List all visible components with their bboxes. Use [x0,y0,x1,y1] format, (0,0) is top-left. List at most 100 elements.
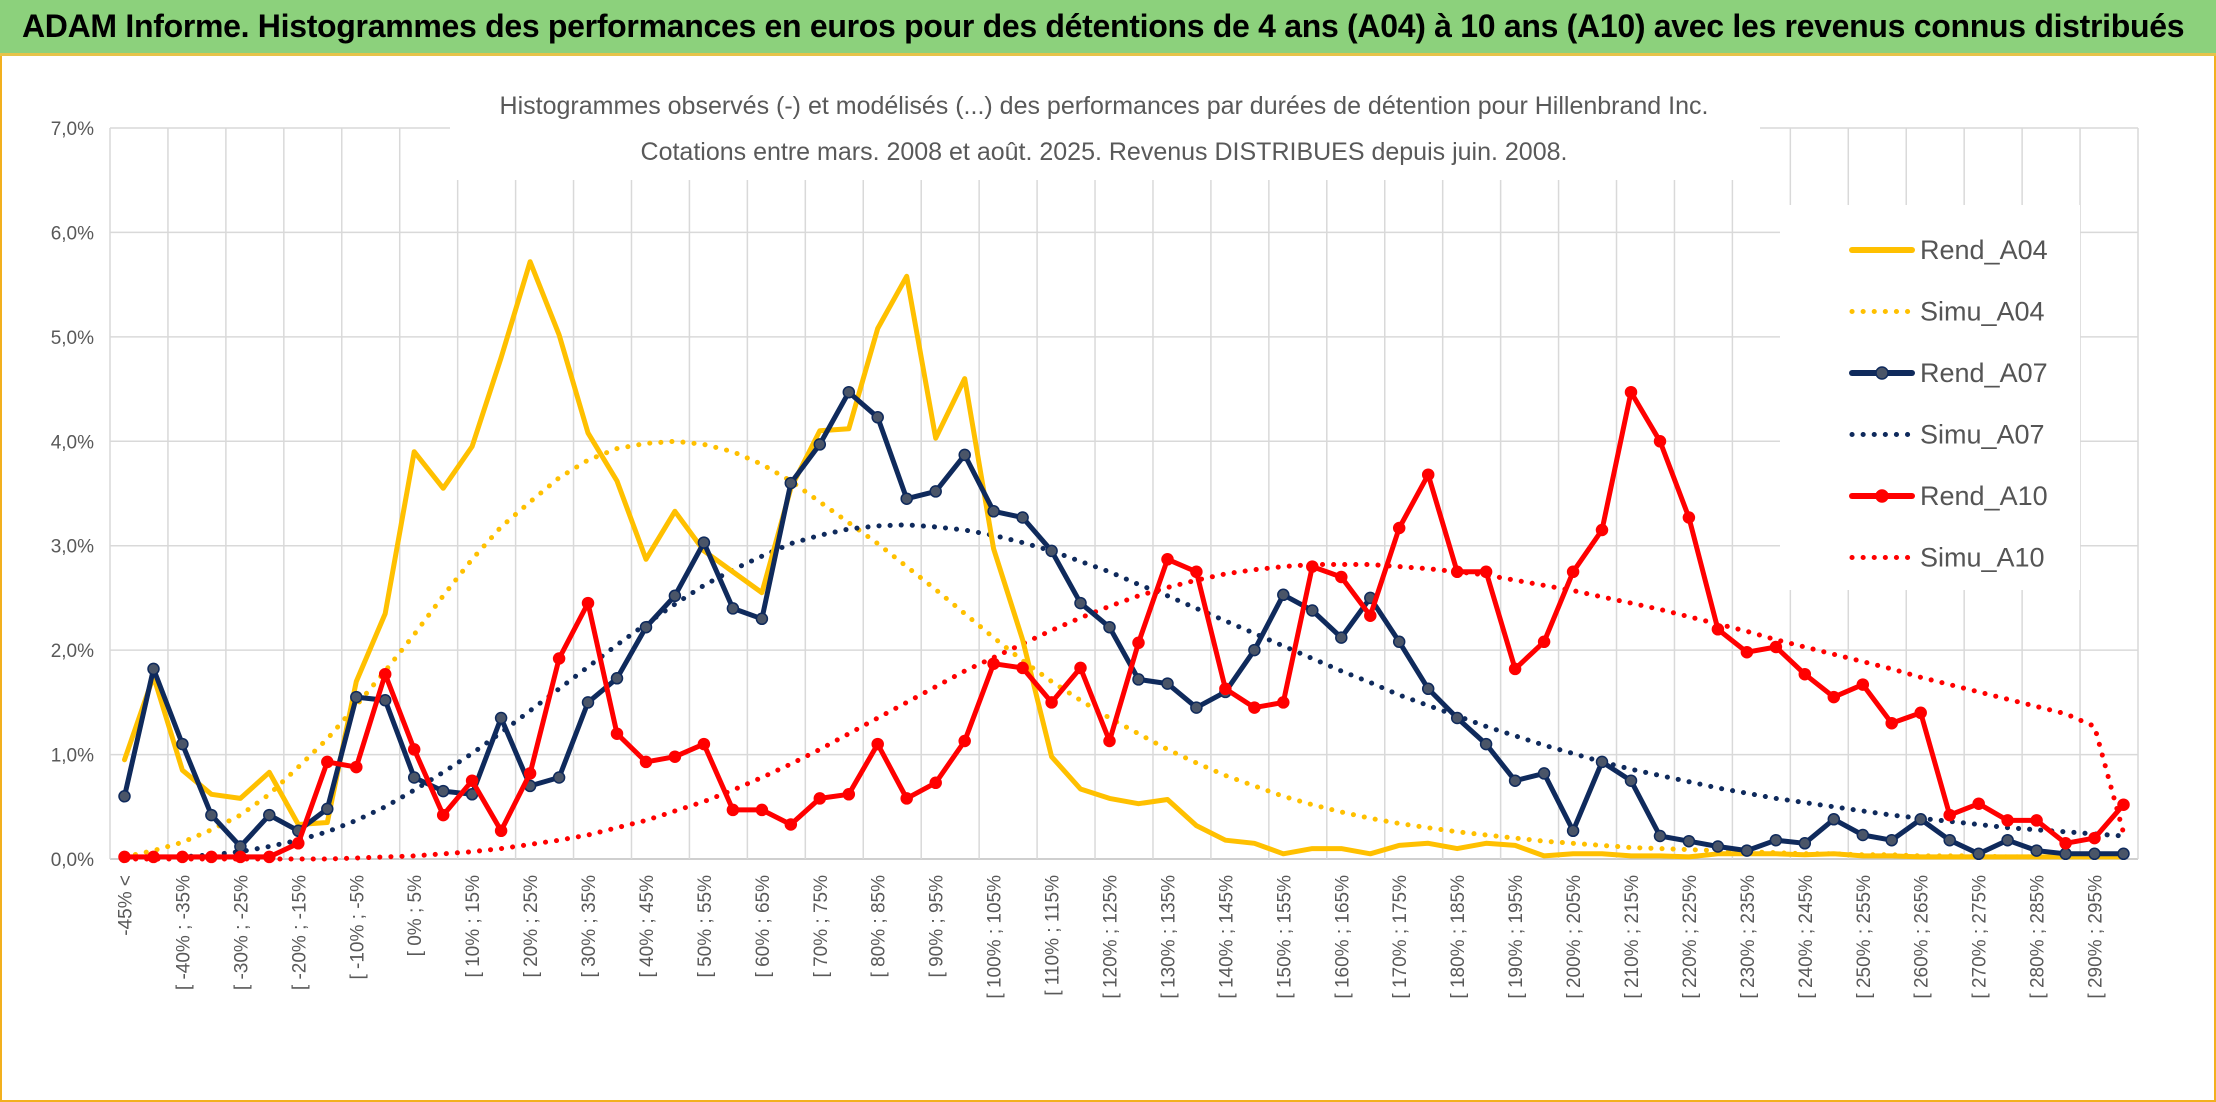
data-point [176,737,189,751]
x-tick-label: [ 240% ; 245% [1796,875,1817,999]
data-point [552,652,566,665]
x-tick-label: [ 200% ; 205% [1564,875,1585,999]
data-point [958,734,971,748]
data-point [465,774,479,787]
y-tick-label: 3,0% [51,537,94,558]
data-point [2059,837,2072,850]
legend-item: Rend_A10 [1849,481,2048,511]
data-point [784,476,798,490]
data-point [871,411,884,424]
data-point [552,771,566,784]
data-point [784,818,798,831]
data-point [2001,814,2014,827]
data-point [1045,544,1058,558]
data-point [1016,511,1029,524]
x-tick-label: [ -30% ; -25% [231,875,252,990]
x-tick-label: [ 230% ; 235% [1738,875,1759,999]
data-point [436,784,450,798]
legend-label: Simu_A10 [1920,543,2045,573]
legend-item: Rend_A07 [1849,358,2048,388]
data-point [321,802,334,816]
data-point [1219,682,1232,696]
legend-item: Simu_A07 [1849,420,2045,450]
data-point [1740,645,1754,659]
x-tick-label: [ 50% ; 55% [695,875,716,978]
data-point [1479,565,1493,579]
legend-label: Rend_A04 [1920,235,2048,265]
data-point [1074,661,1087,675]
data-point [1624,385,1638,399]
x-tick-label: [ 100% ; 105% [985,875,1006,999]
data-point [726,803,740,817]
x-tick-label: [ -20% ; -15% [289,875,310,990]
x-tick-label: [ 180% ; 185% [1448,875,1469,999]
series-simu-a10 [122,562,2126,862]
data-point [1450,711,1464,725]
x-tick-label: [ 150% ; 155% [1274,875,1295,999]
data-point [234,850,247,864]
data-point [407,743,421,756]
x-tick-label: [ 0% ; 5% [405,875,426,956]
data-point [1306,560,1319,573]
data-point [1248,701,1261,714]
data-point [1740,844,1754,857]
x-tick-label: [ 90% ; 95% [927,875,948,978]
data-point [378,667,392,681]
data-point [987,657,1000,670]
legend-marker [1875,366,1889,380]
data-point [1103,734,1116,748]
x-tick-label: [ -10% ; -5% [347,875,368,980]
data-point [668,750,682,763]
legend: Rend_A04 Simu_A04 Rend_A07 Simu_A07 Rend_A10… [1849,235,2048,573]
data-point [668,589,682,603]
title-backdrop [450,84,1760,180]
data-point [697,536,711,549]
series-line [122,389,2126,857]
data-point [1624,774,1638,787]
data-point [1972,847,1985,861]
data-point [1364,609,1377,622]
data-point [929,485,942,498]
legend-label: Rend_A10 [1920,481,2048,511]
data-point [1566,824,1580,838]
data-point [1421,468,1435,481]
legend-item: Rend_A04 [1849,235,2048,265]
data-point [234,840,247,853]
x-tick-label: [ 280% ; 285% [2028,875,2049,999]
series-line [122,522,2126,862]
data-point [2088,847,2101,861]
data-point [205,850,218,864]
y-tick-label: 1,0% [51,746,94,767]
series-line [122,259,2126,860]
data-point [2030,844,2043,857]
data-point [1653,435,1667,448]
data-point [755,803,769,817]
data-point [987,505,1000,518]
data-point [494,824,508,838]
legend-item: Simu_A10 [1849,543,2045,573]
x-tick-label: [ 220% ; 225% [1680,875,1701,999]
data-point [755,612,769,626]
data-point [147,662,160,676]
data-point [378,694,392,707]
x-tick-label: [ 270% ; 275% [1970,875,1991,999]
data-point [900,792,913,805]
page-title: ADAM Informe. Histogrammes des performan… [22,8,2185,44]
legend-label: Simu_A07 [1920,420,2045,450]
data-point [1682,511,1696,524]
data-point [2001,833,2014,847]
data-point [1682,834,1696,848]
data-point [1074,596,1087,610]
data-point [2117,847,2130,861]
data-point [1045,696,1058,709]
data-point [1277,588,1290,602]
data-point [1306,604,1319,617]
x-tick-label: [ 250% ; 255% [1854,875,1875,999]
data-point [407,771,421,784]
data-point [900,492,913,505]
data-point [1190,701,1203,714]
x-tick-label: [ 30% ; 35% [579,875,600,978]
x-tick-label: [ 70% ; 75% [811,875,832,978]
data-point [581,596,595,610]
x-tick-label: [ 210% ; 215% [1622,875,1643,999]
